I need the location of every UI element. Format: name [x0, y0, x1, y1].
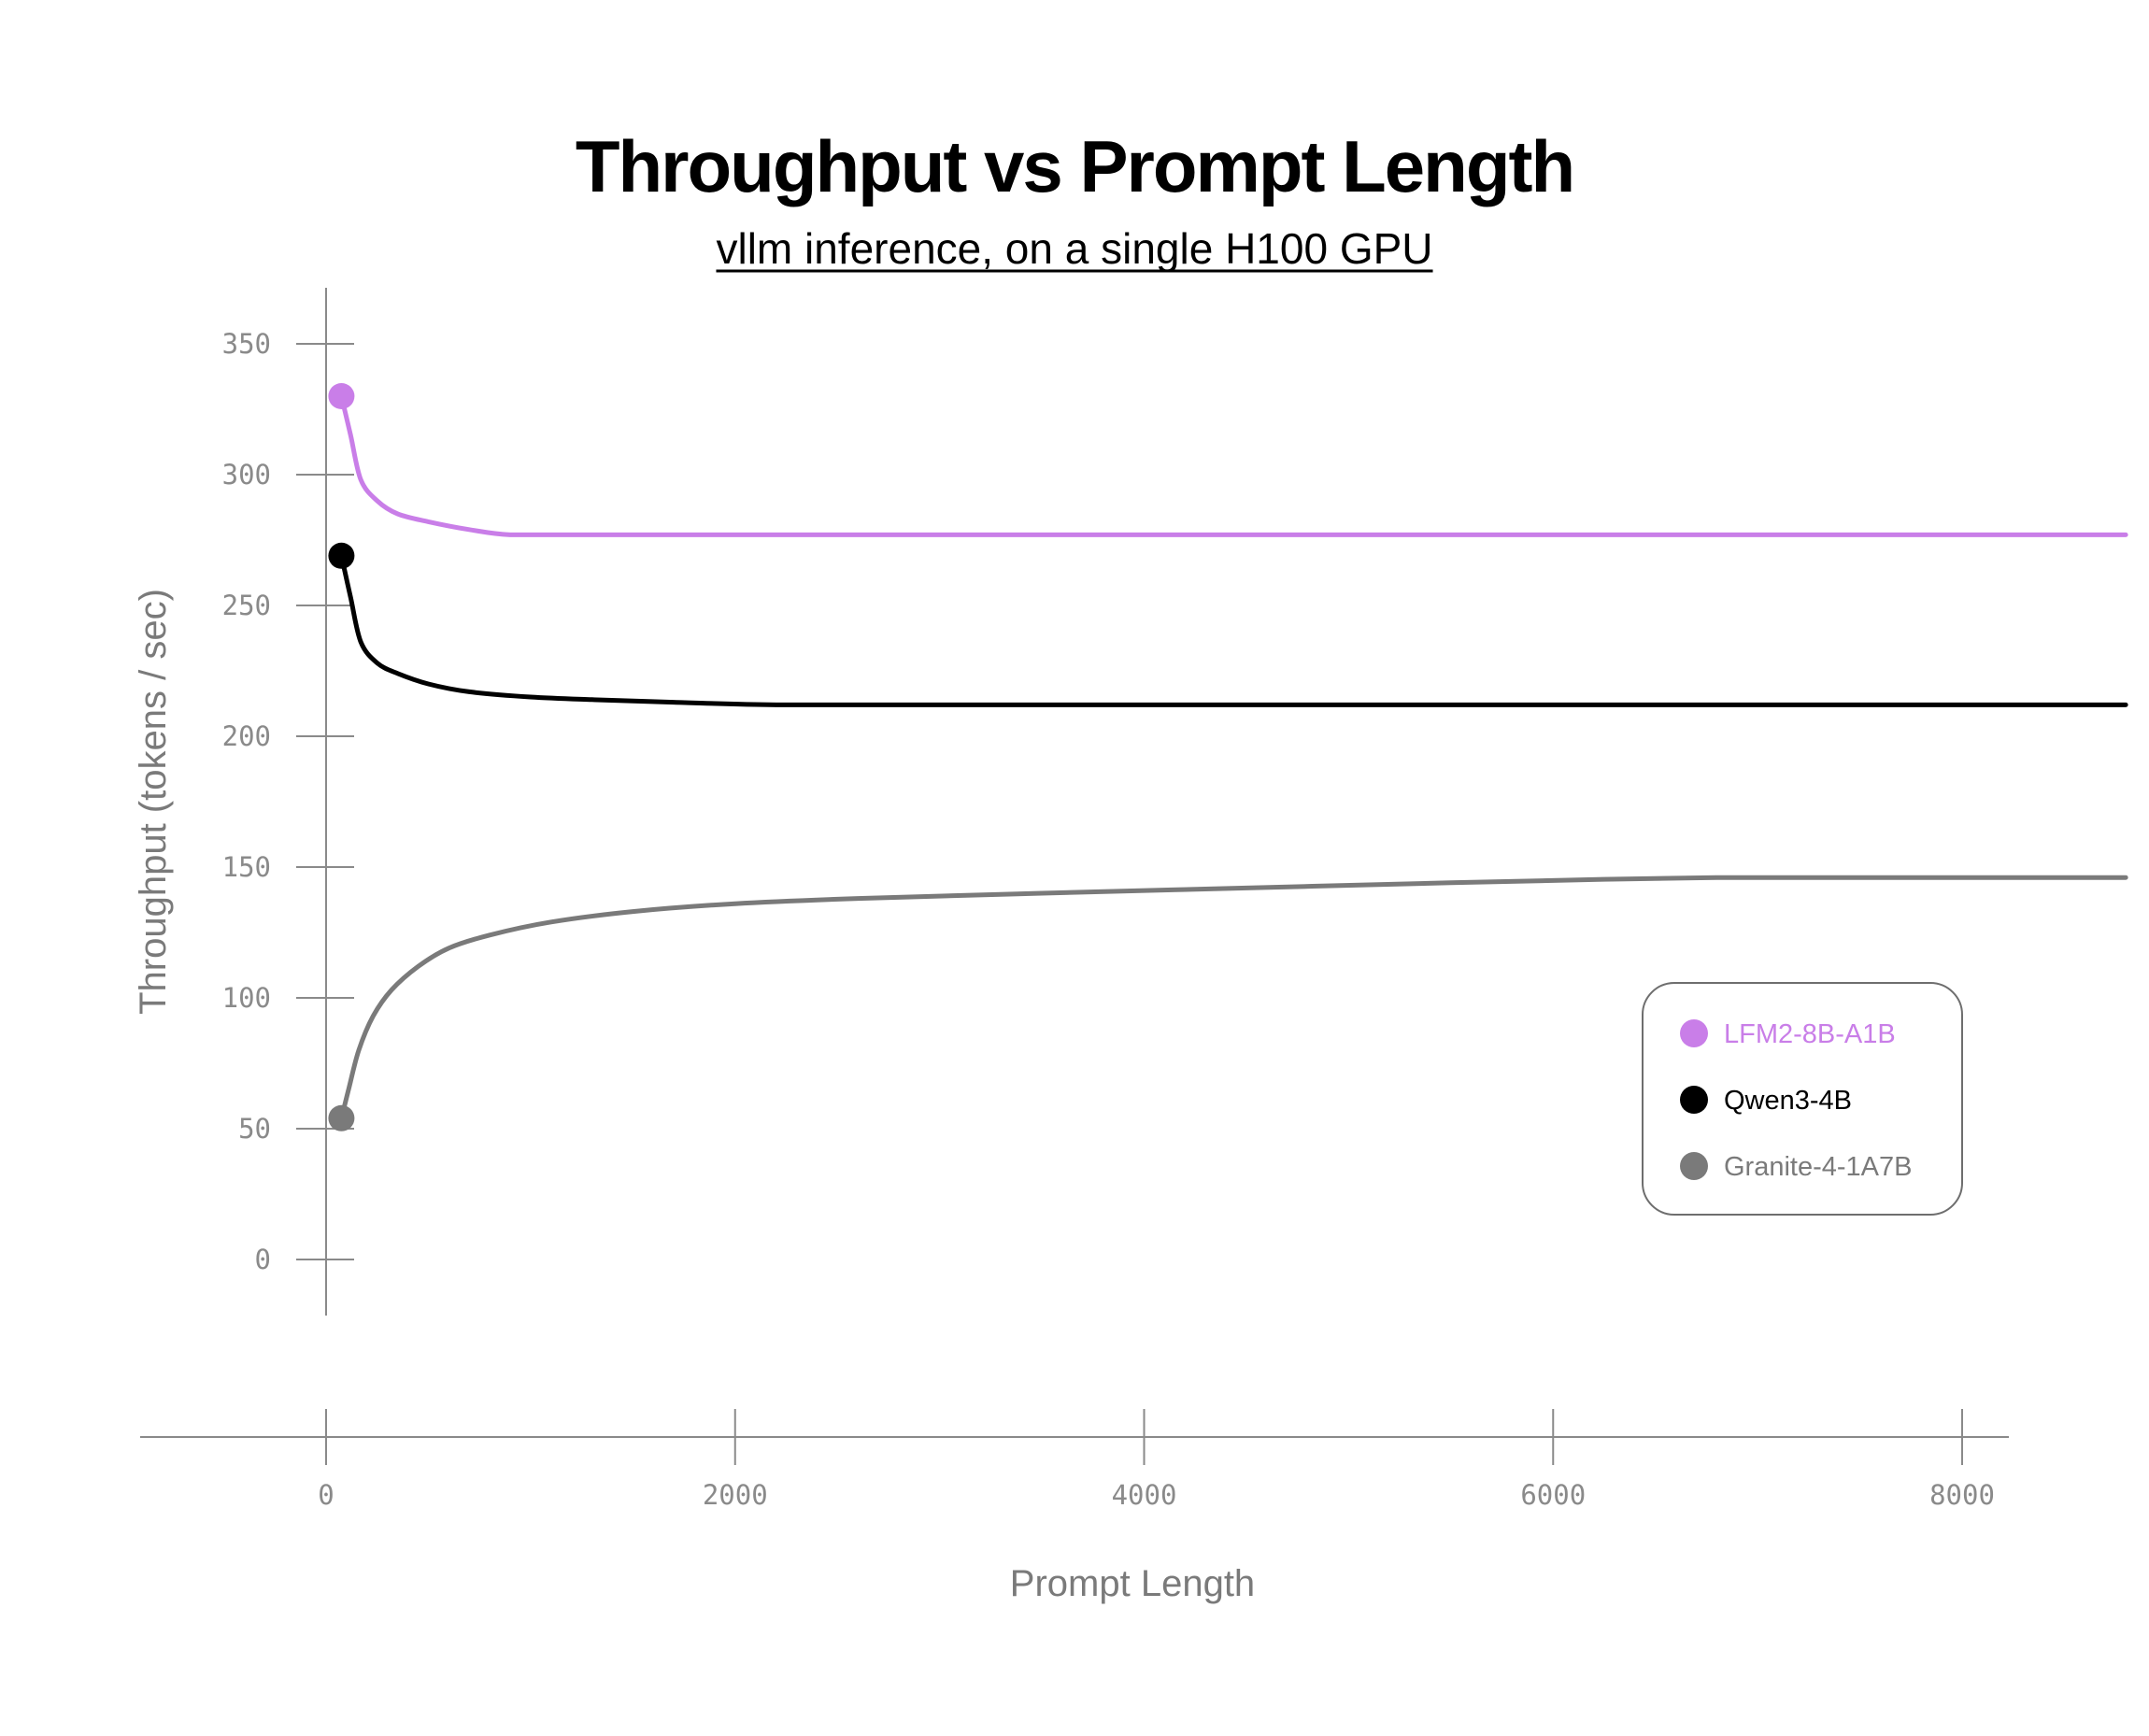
- y-tick-label: 0: [255, 1244, 271, 1275]
- x-tick-label: 6000: [1520, 1479, 1586, 1511]
- x-tick-label: 8000: [1929, 1479, 1995, 1511]
- y-tick-label: 100: [222, 982, 271, 1014]
- legend-swatch: [1680, 1019, 1708, 1047]
- legend-item: LFM2-8B-A1B: [1680, 1019, 1896, 1049]
- x-tick-label: 4000: [1112, 1479, 1177, 1511]
- legend-label: Granite-4-1A7B: [1724, 1152, 1913, 1182]
- series-line-lfm2-8b-a1b: [338, 393, 2128, 537]
- series-start-marker: [328, 1104, 355, 1131]
- chart-subtitle: vllm inference, on a single H100 GPU: [716, 224, 1432, 273]
- legend-item: Qwen3-4B: [1680, 1086, 1852, 1116]
- legend-swatch: [1680, 1152, 1708, 1180]
- legend-swatch: [1680, 1086, 1708, 1114]
- x-axis-title: Prompt Length: [1010, 1563, 1255, 1604]
- legend-item: Granite-4-1A7B: [1680, 1152, 1913, 1182]
- y-tick-label: 150: [222, 851, 271, 883]
- legend-items: LFM2-8B-A1B Qwen3-4B Granite-4-1A7B: [1680, 1019, 1913, 1182]
- chart-title: Throughput vs Prompt Length: [576, 125, 1573, 207]
- series-line-qwen3-4b: [338, 553, 2128, 707]
- y-tick-label: 300: [222, 459, 271, 491]
- y-tick-label: 200: [222, 720, 271, 752]
- legend: LFM2-8B-A1B Qwen3-4B Granite-4-1A7B: [1642, 982, 1963, 1216]
- series-lines: [338, 393, 2128, 1121]
- y-tick-label: 250: [222, 590, 271, 621]
- legend-label: LFM2-8B-A1B: [1724, 1019, 1896, 1049]
- y-tick-label: 50: [238, 1113, 271, 1145]
- legend-label: Qwen3-4B: [1724, 1086, 1852, 1116]
- x-axis: 0 2000 4000 6000 8000: [140, 1409, 2009, 1511]
- x-tick-label: 2000: [703, 1479, 768, 1511]
- y-axis: 0 50 100 150 200 250 300 350: [222, 288, 354, 1316]
- y-tick-label: 350: [222, 328, 271, 360]
- series-start-marker: [328, 383, 355, 409]
- series-line-granite-4-1a7b: [338, 875, 2128, 1121]
- y-axis-title: Throughput (tokens / sec): [133, 589, 174, 1015]
- series-start-marker: [328, 542, 355, 569]
- legend-box: [1642, 982, 1963, 1216]
- series-start-markers: [328, 383, 355, 1131]
- x-tick-label: 0: [318, 1479, 334, 1511]
